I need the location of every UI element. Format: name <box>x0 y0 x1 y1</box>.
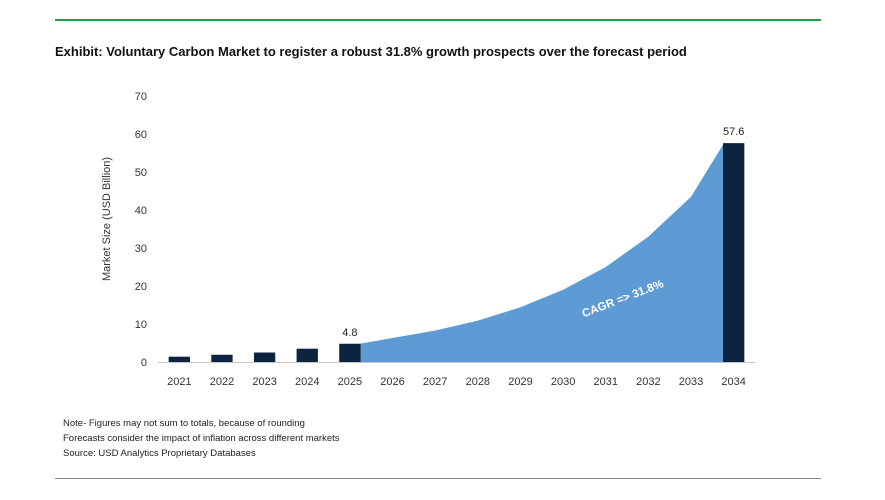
x-tick-label: 2033 <box>679 376 703 388</box>
bottom-rule <box>55 478 821 479</box>
y-tick-label: 10 <box>135 319 147 331</box>
bar-2034 <box>723 143 745 362</box>
y-tick-label: 70 <box>135 91 147 103</box>
y-axis-label: Market Size (USD Billion) <box>101 157 113 281</box>
x-tick-label: 2029 <box>508 376 532 388</box>
x-tick-label: 2025 <box>338 376 362 388</box>
x-tick-label: 2030 <box>551 376 575 388</box>
cagr-growth-area <box>359 143 725 362</box>
bar-2025 <box>339 343 361 362</box>
y-tick-label: 40 <box>135 205 147 217</box>
x-tick-label: 2028 <box>466 376 490 388</box>
bar-2021 <box>168 356 190 362</box>
x-tick-label: 2034 <box>721 376 745 388</box>
footnotes: Note- Figures may not sum to totals, bec… <box>63 416 340 461</box>
y-tick-label: 0 <box>141 357 147 369</box>
x-tick-label: 2022 <box>210 376 234 388</box>
exhibit-title: Exhibit: Voluntary Carbon Market to regi… <box>55 44 687 59</box>
x-tick-label: 2024 <box>295 376 319 388</box>
top-accent-rule <box>55 19 821 21</box>
y-tick-label: 30 <box>135 243 147 255</box>
data-label-2025: 4.8 <box>342 327 357 339</box>
bar-2022 <box>211 354 233 362</box>
x-tick-label: 2032 <box>636 376 660 388</box>
bar-2023 <box>253 352 276 362</box>
x-tick-label: 2021 <box>167 376 191 388</box>
x-tick-label: 2031 <box>594 376 618 388</box>
bar-2024 <box>296 348 318 362</box>
footnote-inflation: Forecasts consider the impact of inflati… <box>63 433 340 444</box>
y-tick-label: 20 <box>135 281 147 293</box>
y-tick-label: 60 <box>135 129 147 141</box>
footnote-rounding: Note- Figures may not sum to totals, bec… <box>63 418 305 429</box>
footnote-source: Source: USD Analytics Proprietary Databa… <box>63 448 256 459</box>
x-tick-label: 2026 <box>380 376 404 388</box>
x-tick-label: 2027 <box>423 376 447 388</box>
data-label-2034: 57.6 <box>723 126 744 138</box>
y-tick-label: 50 <box>135 167 147 179</box>
x-tick-label: 2023 <box>252 376 276 388</box>
